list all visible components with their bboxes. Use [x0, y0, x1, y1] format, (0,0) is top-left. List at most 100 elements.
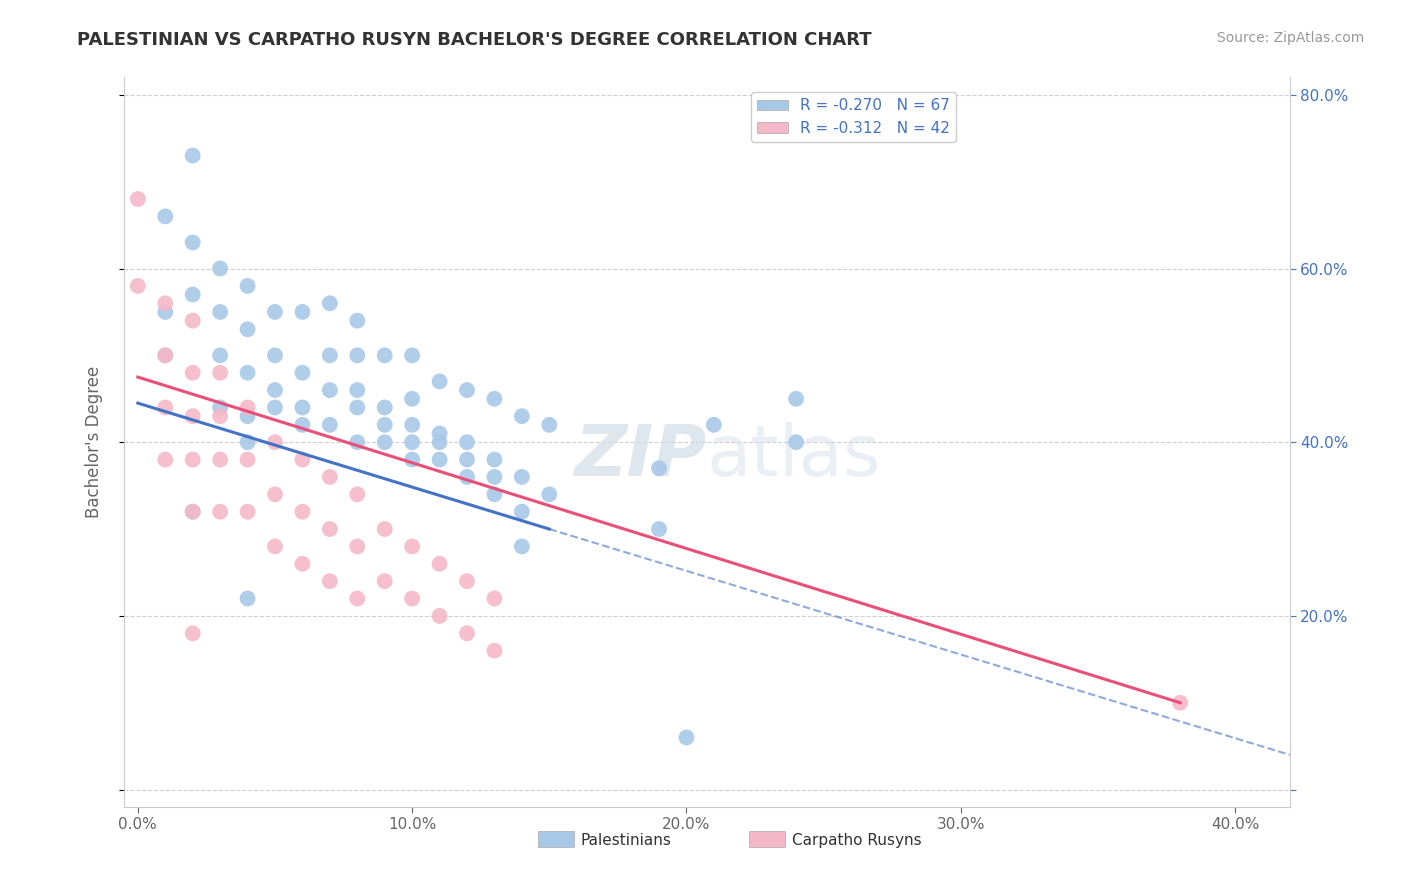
Point	[510, 505, 533, 519]
Point	[319, 383, 342, 397]
Point	[291, 557, 314, 571]
Point	[155, 296, 177, 310]
Point	[209, 366, 232, 380]
Point	[319, 470, 342, 484]
Point	[264, 435, 287, 450]
Point	[429, 375, 451, 389]
Point	[291, 505, 314, 519]
Point	[155, 305, 177, 319]
Point	[319, 296, 342, 310]
Point	[264, 540, 287, 554]
Point	[181, 148, 204, 162]
Point	[127, 192, 149, 206]
Point	[429, 557, 451, 571]
Point	[346, 435, 368, 450]
Point	[346, 401, 368, 415]
Point	[456, 574, 478, 589]
Point	[374, 401, 396, 415]
Point	[346, 383, 368, 397]
Text: Source: ZipAtlas.com: Source: ZipAtlas.com	[1216, 31, 1364, 45]
Point	[264, 305, 287, 319]
Point	[155, 210, 177, 224]
Point	[236, 409, 259, 424]
Point	[401, 348, 423, 362]
Text: ZIP: ZIP	[575, 422, 707, 491]
Point	[401, 591, 423, 606]
Point	[291, 401, 314, 415]
Point	[401, 392, 423, 406]
Point	[236, 366, 259, 380]
Point	[236, 452, 259, 467]
Point	[785, 435, 807, 450]
Text: atlas: atlas	[707, 422, 882, 491]
Point	[785, 392, 807, 406]
Legend: R = -0.270   N = 67, R = -0.312   N = 42: R = -0.270 N = 67, R = -0.312 N = 42	[751, 93, 956, 142]
Point	[346, 591, 368, 606]
Point	[319, 348, 342, 362]
Point	[456, 435, 478, 450]
Point	[291, 305, 314, 319]
Point	[155, 452, 177, 467]
Point	[703, 417, 725, 432]
Point	[291, 452, 314, 467]
Point	[264, 348, 287, 362]
Point	[456, 452, 478, 467]
Point	[648, 461, 671, 475]
Point	[155, 401, 177, 415]
Point	[291, 366, 314, 380]
Point	[181, 366, 204, 380]
Point	[236, 278, 259, 293]
Point	[401, 452, 423, 467]
Point	[484, 643, 506, 657]
Point	[429, 426, 451, 441]
Point	[484, 470, 506, 484]
Point	[346, 313, 368, 327]
Point	[675, 731, 697, 745]
Point	[510, 470, 533, 484]
Point	[181, 235, 204, 250]
Point	[264, 401, 287, 415]
Point	[181, 505, 204, 519]
Point	[374, 435, 396, 450]
Point	[484, 591, 506, 606]
Point	[538, 417, 561, 432]
Point	[236, 591, 259, 606]
Point	[291, 417, 314, 432]
Point	[429, 435, 451, 450]
Point	[236, 435, 259, 450]
Point	[181, 287, 204, 301]
Text: Palestinians: Palestinians	[581, 833, 672, 848]
Text: Carpatho Rusyns: Carpatho Rusyns	[792, 833, 921, 848]
Point	[484, 392, 506, 406]
Point	[456, 383, 478, 397]
Point	[181, 626, 204, 640]
Point	[319, 522, 342, 536]
Point	[374, 417, 396, 432]
Point	[401, 540, 423, 554]
Point	[181, 313, 204, 327]
Point	[484, 452, 506, 467]
Point	[181, 452, 204, 467]
Point	[374, 522, 396, 536]
Point	[429, 608, 451, 623]
Point	[374, 348, 396, 362]
Point	[346, 540, 368, 554]
Point	[510, 540, 533, 554]
Point	[181, 505, 204, 519]
Point	[429, 452, 451, 467]
Point	[236, 322, 259, 336]
Point	[1168, 696, 1191, 710]
Text: PALESTINIAN VS CARPATHO RUSYN BACHELOR'S DEGREE CORRELATION CHART: PALESTINIAN VS CARPATHO RUSYN BACHELOR'S…	[77, 31, 872, 49]
Y-axis label: Bachelor's Degree: Bachelor's Degree	[86, 366, 103, 518]
Point	[209, 348, 232, 362]
Point	[648, 522, 671, 536]
Point	[456, 470, 478, 484]
Point	[456, 626, 478, 640]
Point	[346, 487, 368, 501]
Point	[401, 435, 423, 450]
Point	[538, 487, 561, 501]
Point	[264, 487, 287, 501]
Point	[209, 409, 232, 424]
Point	[510, 409, 533, 424]
Point	[374, 574, 396, 589]
